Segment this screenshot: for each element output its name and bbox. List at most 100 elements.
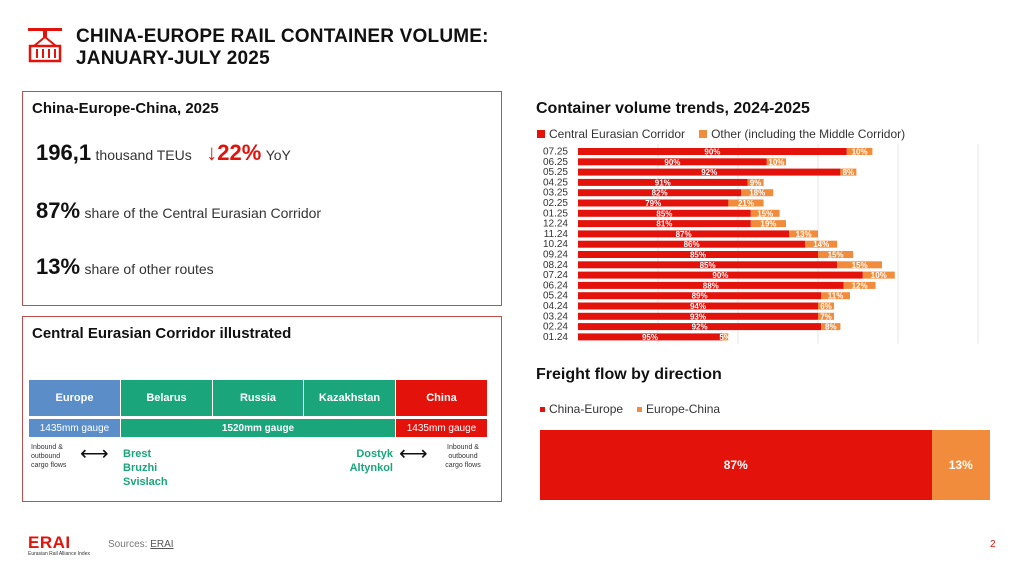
data-label: 11% <box>828 292 844 301</box>
bar-cec <box>578 312 818 320</box>
data-label: 91% <box>655 178 671 187</box>
data-label: 94% <box>690 302 706 311</box>
data-label: 90% <box>664 158 680 167</box>
bar-cec <box>578 292 822 300</box>
data-label: 82% <box>652 189 668 198</box>
legend-ce-swatch <box>540 406 545 412</box>
sources: Sources: ERAI <box>108 539 174 550</box>
data-label: 15% <box>757 209 773 218</box>
other-share-label: share of other routes <box>84 261 214 277</box>
tick-label: 02.25 <box>543 198 568 209</box>
country-russia: Russia <box>213 380 303 416</box>
volume-value: 196,1 <box>36 140 92 165</box>
tick-label: 07.24 <box>543 270 568 281</box>
data-label: 15% <box>852 261 868 270</box>
legend-ec-swatch <box>637 406 643 412</box>
bar-other <box>840 168 857 176</box>
corridor-box: Central Eurasian Corridor illustrated <box>22 316 502 502</box>
border-point-brest: Brest <box>123 448 152 460</box>
tick-label: 10.24 <box>543 239 568 250</box>
trends-legend: Central Eurasian Corridor Other (includi… <box>537 127 905 141</box>
down-arrow-icon: ↓ <box>206 140 218 165</box>
bar-cec <box>578 158 767 166</box>
data-label: 87% <box>676 230 692 239</box>
tick-label: 03.25 <box>543 188 568 199</box>
erai-logo-text: ERAI <box>28 533 71 552</box>
country-belarus: Belarus <box>121 380 212 416</box>
data-label: 10% <box>852 148 868 157</box>
yoy-value: 22% <box>217 140 262 165</box>
bar-other <box>728 199 764 207</box>
data-label: 88% <box>703 281 719 290</box>
bar-other <box>818 302 834 310</box>
data-label: 10% <box>768 158 784 167</box>
bar-other <box>750 220 786 228</box>
bar-cec <box>578 220 751 228</box>
tick-label: 01.25 <box>543 208 568 219</box>
tick-label: 04.24 <box>543 301 568 312</box>
data-label: 5% <box>719 333 731 342</box>
tick-label: 03.24 <box>543 311 568 322</box>
bar-other <box>789 230 818 238</box>
container-crane-icon <box>28 28 62 63</box>
bar-cec <box>578 189 742 197</box>
bar-cec <box>578 261 838 269</box>
bar-other <box>747 178 764 186</box>
bar-cec <box>578 178 748 186</box>
border-point-bruzhi: Bruzhi <box>123 462 158 474</box>
data-label: 18% <box>749 189 765 198</box>
bar-other <box>741 189 774 197</box>
country-europe: Europe <box>29 380 120 416</box>
gauge-china: 1435mm gauge <box>396 419 487 437</box>
sources-label: Sources: <box>108 539 148 550</box>
erai-logo-sub: Eurasian Rail Alliance Index <box>28 551 90 557</box>
trends-heading: Container volume trends, 2024-2025 <box>536 100 810 117</box>
flow-bar-europe-china: 13% <box>931 430 990 500</box>
data-label: 85% <box>690 251 706 260</box>
data-label: 81% <box>656 220 672 229</box>
west-border-points: Brest Bruzhi Svislach <box>123 447 168 489</box>
data-label: 89% <box>692 292 708 301</box>
data-label: 21% <box>738 199 754 208</box>
tick-label: 06.24 <box>543 280 568 291</box>
bar-cec <box>578 323 822 331</box>
flows-left-label: Inbound & outbound cargo flows <box>31 444 67 469</box>
other-share-stat: 13% share of other routes <box>36 254 214 280</box>
data-label: 90% <box>704 148 720 157</box>
cec-share-value: 87% <box>36 198 81 223</box>
corridor-heading: Central Eurasian Corridor illustrated <box>32 325 292 342</box>
border-point-altynkol: Altynkol <box>349 462 393 474</box>
data-label: 92% <box>692 323 708 332</box>
flow-bar-china-europe: 87% <box>540 430 932 500</box>
bar-cec <box>578 271 863 279</box>
tick-label: 02.24 <box>543 322 568 333</box>
data-label: 79% <box>645 199 661 208</box>
double-arrow-right-icon: ⟷ <box>399 443 428 465</box>
bar-other <box>766 158 786 166</box>
trends-chart: 07.25 90% 10% 06.25 90% 10% 05.25 92% 8% 04.25 91%… <box>543 144 979 344</box>
legend-ce: China-Europe <box>549 402 624 416</box>
bar-other <box>805 240 838 248</box>
other-share-value: 13% <box>36 254 81 279</box>
data-label: 86% <box>684 240 700 249</box>
flow-legend: China-Europe Europe-China <box>540 402 720 416</box>
tick-label: 06.25 <box>543 157 568 168</box>
sources-link[interactable]: ERAI <box>150 539 174 550</box>
country-china: China <box>396 380 487 416</box>
country-kazakhstan: Kazakhstan <box>304 380 395 416</box>
bar-other <box>846 148 873 155</box>
border-point-dostyk: Dostyk <box>356 448 393 460</box>
data-label: 8% <box>825 323 837 332</box>
flow-bar: 87% 13% <box>540 430 990 500</box>
border-point-svislach: Svislach <box>123 476 168 488</box>
bar-cec <box>578 240 806 248</box>
east-border-points: Dostyk Altynkol <box>330 447 393 475</box>
flow-heading: Freight flow by direction <box>536 366 722 383</box>
data-label: 8% <box>843 168 855 177</box>
legend-ec: Europe-China <box>646 402 721 416</box>
data-label: 85% <box>700 261 716 270</box>
bar-cec <box>578 230 790 238</box>
tick-label: 07.25 <box>543 147 568 158</box>
bar-other <box>818 312 834 320</box>
data-label: 85% <box>656 209 672 218</box>
